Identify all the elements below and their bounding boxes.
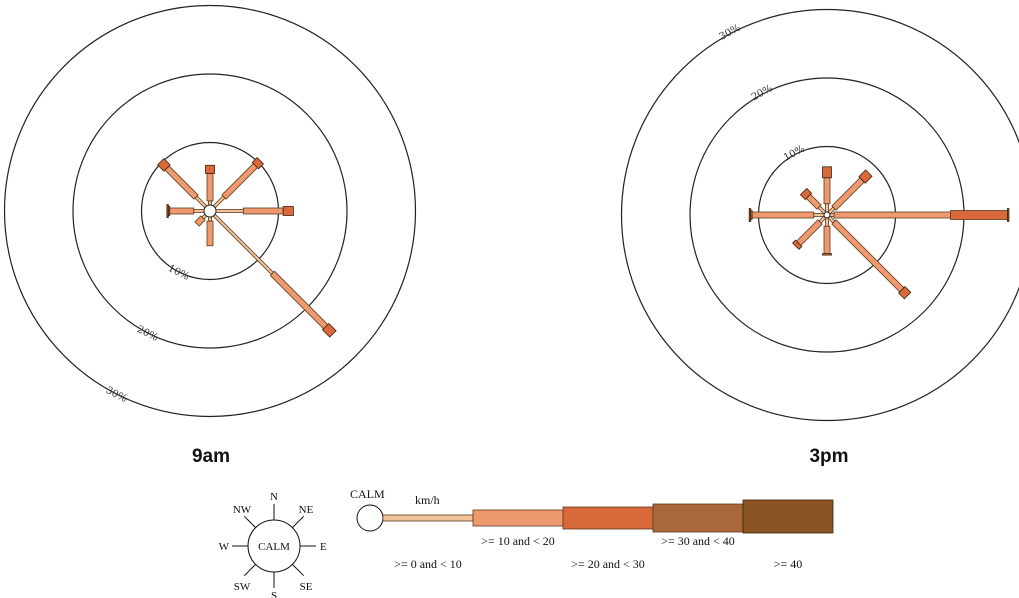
- ring-label-10%: 10%: [166, 263, 191, 283]
- legend-bin-0-label: >= 0 and < 10: [394, 557, 462, 571]
- spoke-ne: [827, 169, 873, 215]
- bar-sw-bin-1: [194, 215, 206, 227]
- legend-bin-4-swatch: [742, 499, 834, 534]
- compass-label-n: N: [270, 491, 278, 503]
- wind-rose-3pm: 10% 20% 30%: [620, 8, 1019, 422]
- spoke-w: [166, 204, 205, 218]
- spoke-s: [206, 216, 214, 247]
- bar-nw-bin-2: [799, 187, 813, 201]
- ring-label-20%: 20%: [750, 83, 775, 103]
- bar-se-bin-1: [269, 270, 329, 330]
- bar-e-bin-2: [282, 206, 294, 216]
- compass-label-se: SE: [300, 581, 313, 593]
- compass-tick-ne: [292, 515, 305, 528]
- spoke-n: [822, 166, 832, 213]
- legend-bin-2-swatch: [562, 506, 654, 530]
- spoke-se: [827, 215, 912, 300]
- bar-n-bin-1: [206, 173, 214, 202]
- bar-sw-bin-2: [792, 239, 803, 250]
- bar-e-bin-4: [1007, 208, 1010, 222]
- bar-nw-bin-0: [194, 195, 208, 209]
- bar-ne-bin-1: [831, 177, 865, 211]
- compass-label-sw: SW: [234, 581, 251, 593]
- spoke-se: [212, 213, 337, 338]
- legend-unit: km/h: [415, 493, 440, 507]
- bar-s-bin-1: [206, 220, 214, 247]
- legend-bin-1-label: >= 10 and < 20: [481, 534, 555, 548]
- bar-s-bin-0: [208, 216, 212, 222]
- spoke-sw: [792, 215, 827, 250]
- spoke-e: [829, 208, 1010, 222]
- bar-se-bin-2: [321, 322, 337, 338]
- chart-title-3pm: 3pm: [809, 446, 848, 467]
- bar-w-bin-4: [748, 208, 752, 222]
- spoke-ne: [212, 156, 265, 209]
- bar-e-bin-1: [833, 211, 951, 219]
- ring-label-10%: 10%: [782, 144, 807, 164]
- ring-label-30%: 30%: [718, 23, 743, 43]
- bar-n-bin-2: [205, 164, 215, 174]
- spoke-nw: [156, 157, 208, 209]
- bar-w-bin-4: [166, 204, 169, 218]
- ring-30%: [3, 4, 417, 418]
- legend-calm-circle: [356, 504, 384, 532]
- bar-e-bin-0: [215, 209, 244, 213]
- bar-nw-bin-2: [156, 157, 171, 172]
- compass-tick-sw: [243, 564, 256, 577]
- bar-n-bin-0: [208, 200, 212, 206]
- bar-nw-bin-1: [164, 165, 199, 200]
- bar-n-bin-2: [822, 166, 832, 179]
- ring-label-30%: 30%: [104, 385, 129, 405]
- calm-hub: [823, 211, 831, 219]
- chart-title-9am: 9am: [192, 446, 230, 467]
- bar-s-bin-2: [822, 253, 832, 256]
- bar-n-bin-0: [825, 203, 829, 213]
- spoke-s: [822, 217, 832, 256]
- bar-ne-bin-2: [251, 156, 265, 170]
- compass-label-nw: NW: [233, 504, 252, 516]
- wind-rose-9am: 10% 20% 30%: [3, 4, 417, 418]
- ring-label-20%: 20%: [135, 324, 160, 344]
- bar-w-bin-1: [751, 211, 815, 219]
- compass-tick-se: [292, 564, 305, 577]
- compass-label-center: CALM: [258, 541, 290, 553]
- bar-se-bin-2: [898, 286, 912, 300]
- bar-ne-bin-2: [858, 169, 873, 184]
- bar-s-bin-0: [825, 217, 829, 227]
- bar-e-bin-2: [950, 210, 1008, 220]
- compass-label-s: S: [271, 590, 277, 598]
- bar-ne-bin-0: [212, 195, 226, 209]
- compass-label-w: W: [219, 541, 230, 553]
- spoke-nw: [799, 187, 827, 215]
- legend-bin-3-label: >= 30 and < 40: [661, 534, 735, 548]
- bar-sw-bin-1: [796, 219, 823, 246]
- legend-bin-4-label: >= 40: [774, 557, 803, 571]
- bar-w-bin-1: [169, 207, 195, 215]
- legend-bin-3-swatch: [652, 503, 744, 533]
- legend-bin-1-swatch: [472, 509, 564, 527]
- ring-20%: [72, 73, 348, 349]
- legend-calm-label: CALM: [350, 487, 385, 501]
- bar-ne-bin-1: [221, 162, 259, 200]
- legend-bin-2-label: >= 20 and < 30: [571, 557, 645, 571]
- bar-s-bin-1: [823, 225, 831, 255]
- bar-n-bin-1: [823, 177, 831, 205]
- bar-w-bin-0: [813, 213, 825, 217]
- compass-tick-nw: [243, 515, 256, 528]
- compass-legend: CALM N NE NW E W SE SW S: [219, 491, 327, 598]
- spoke-e: [215, 206, 294, 216]
- speed-legend: CALM km/h >= 0 and < 10 >= 10 and < 20 >…: [350, 487, 834, 571]
- bar-w-bin-0: [193, 209, 205, 213]
- spoke-n: [205, 164, 215, 206]
- ring-30%: [620, 8, 1019, 422]
- bar-e-bin-1: [243, 207, 284, 215]
- compass-label-ne: NE: [299, 504, 314, 516]
- spoke-w: [748, 208, 825, 222]
- legend-bin-0-swatch: [382, 514, 474, 522]
- calm-hub: [203, 204, 217, 218]
- bar-se-bin-0: [212, 213, 274, 275]
- compass-label-e: E: [320, 541, 327, 553]
